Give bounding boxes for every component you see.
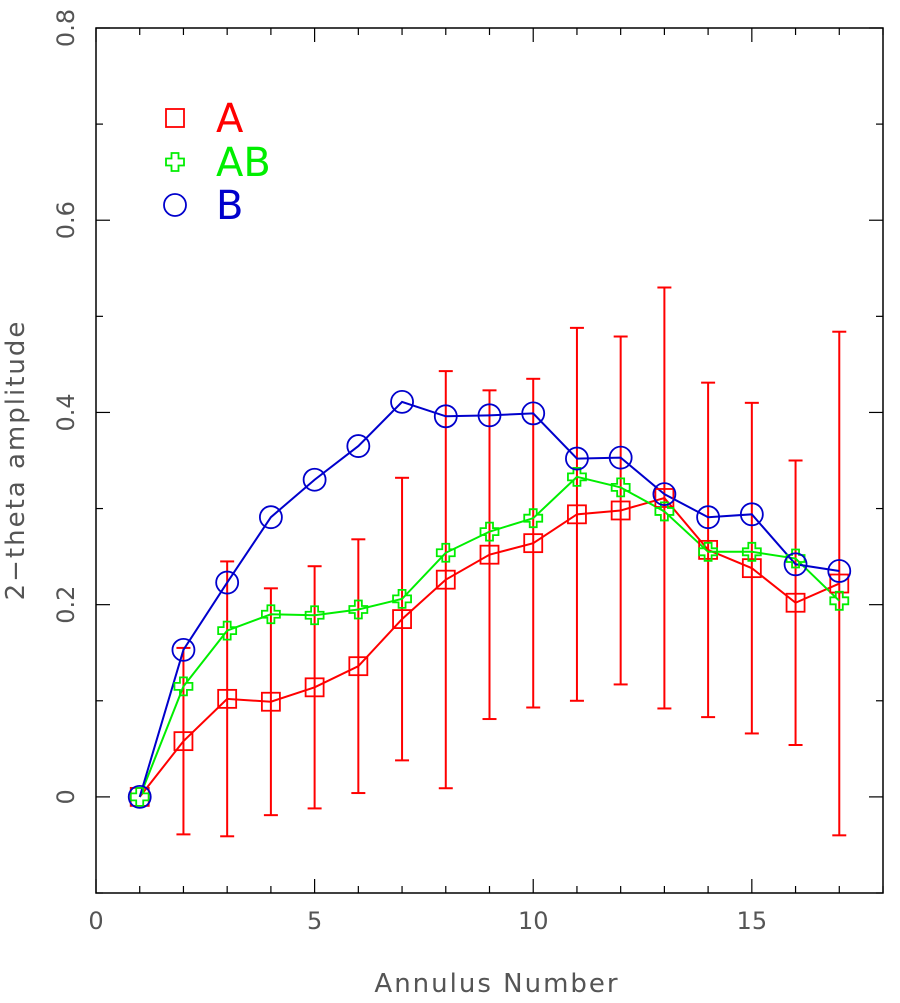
data-point-ab <box>567 466 587 487</box>
data-point-ab <box>435 542 456 563</box>
data-point-a <box>610 500 631 521</box>
data-point-a <box>523 533 544 554</box>
data-point-b <box>521 401 546 426</box>
data-point-b <box>696 505 721 530</box>
data-point-ab <box>829 590 850 611</box>
series-lines <box>138 400 840 798</box>
data-point-b <box>783 552 808 577</box>
x-axis-label: Annulus Number <box>374 969 619 998</box>
x-tick-label: 0 <box>88 907 103 935</box>
data-point-a <box>435 569 456 590</box>
data-point-ab <box>348 599 369 620</box>
legend-marker-ab <box>165 152 185 172</box>
data-point-a <box>479 544 500 565</box>
data-point-ab <box>785 548 806 569</box>
data-point-ab <box>741 541 762 562</box>
data-point-ab <box>129 786 150 807</box>
data-point-a <box>173 731 194 752</box>
data-point-b <box>608 445 633 470</box>
data-point-b <box>652 482 677 507</box>
data-point-b <box>171 637 196 662</box>
y-tick-label: 0.2 <box>52 586 80 624</box>
data-point-ab <box>523 508 544 529</box>
tick-labels: 0 5 10 15 0 0.2 0.4 0.6 0.8 <box>52 9 767 935</box>
data-point-b <box>827 559 852 583</box>
data-point-b <box>302 467 327 492</box>
y-tick-label: 0.4 <box>52 393 80 431</box>
data-point-ab <box>173 676 194 697</box>
data-point-a <box>304 677 325 698</box>
data-point-a <box>348 656 369 677</box>
data-point-b <box>739 502 764 527</box>
data-point-ab <box>654 501 675 522</box>
data-point-ab <box>698 541 719 562</box>
data-point-b <box>215 570 240 595</box>
x-tick-label: 15 <box>737 907 768 935</box>
data-point-a <box>741 558 762 579</box>
y-tick-label: 0 <box>52 789 80 804</box>
data-point-ab <box>304 605 325 626</box>
data-point-b <box>390 389 414 414</box>
data-point-b <box>258 505 283 530</box>
legend-marker-b <box>163 193 187 217</box>
series-line-b <box>138 400 840 798</box>
data-point-ab <box>260 604 281 625</box>
data-point-a <box>217 688 238 709</box>
data-point-ab <box>392 589 412 609</box>
legend-marker-a <box>165 108 185 128</box>
legend-label-a: A <box>216 96 244 142</box>
y-tick-label: 0.6 <box>52 201 80 239</box>
data-point-b <box>346 434 371 458</box>
x-tick-label: 5 <box>307 907 322 935</box>
legend-label-b: B <box>216 183 243 229</box>
data-point-b <box>433 404 458 429</box>
data-point-a <box>260 691 281 712</box>
error-bars <box>176 286 847 838</box>
y-tick-label: 0.8 <box>52 9 80 47</box>
data-point-a <box>567 504 587 525</box>
y-axis-label: 2−theta amplitude <box>1 320 31 601</box>
data-point-b <box>565 446 589 471</box>
series-line-ab <box>138 475 840 798</box>
data-point-a <box>392 609 412 629</box>
ticks <box>95 27 884 894</box>
data-point-ab <box>610 477 631 498</box>
data-point-b <box>477 403 502 428</box>
series-line-a <box>138 496 840 798</box>
legend-label-ab: AB <box>216 140 271 186</box>
data-point-a <box>654 488 675 508</box>
data-point-ab <box>479 521 500 542</box>
x-tick-label: 10 <box>518 907 549 935</box>
data-point-b <box>127 784 152 809</box>
data-point-a <box>785 592 806 613</box>
series-markers <box>127 389 852 809</box>
data-point-ab <box>217 620 238 641</box>
